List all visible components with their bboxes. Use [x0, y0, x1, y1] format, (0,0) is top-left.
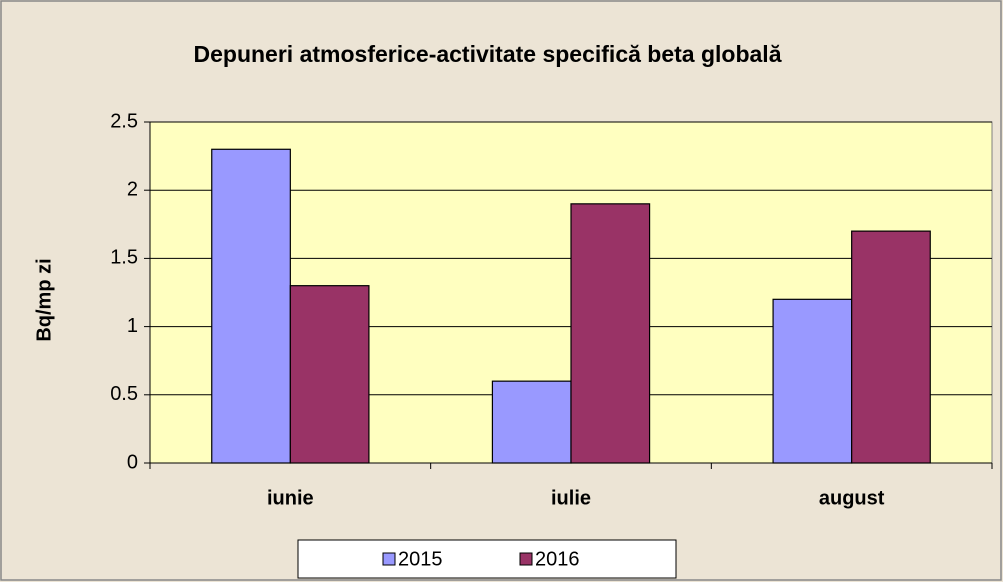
y-tick-label: 0 — [127, 451, 138, 473]
bar — [289, 285, 370, 464]
bar — [772, 298, 853, 464]
chart-title: Depuneri atmosferice-activitate specific… — [193, 41, 782, 67]
y-tick-label: 1.5 — [110, 247, 138, 269]
x-tick-label: iulie — [551, 487, 591, 509]
x-tick-label: iunie — [267, 487, 314, 509]
y-tick-label: 1 — [127, 315, 138, 337]
legend-label: 2015 — [398, 548, 443, 570]
bar — [491, 380, 572, 464]
bar — [570, 203, 651, 464]
bar — [211, 148, 291, 464]
legend-swatch — [519, 552, 533, 566]
y-tick-label: 2.5 — [110, 110, 138, 132]
y-tick-label: 2 — [127, 178, 138, 200]
legend-label: 2016 — [535, 548, 580, 570]
y-tick-label: 0.5 — [110, 383, 138, 405]
x-tick-label: august — [819, 487, 885, 509]
y-axis-label: Bq/mp zi — [33, 258, 55, 341]
legend-swatch — [382, 552, 396, 566]
legend — [297, 539, 677, 579]
bar — [851, 230, 931, 464]
